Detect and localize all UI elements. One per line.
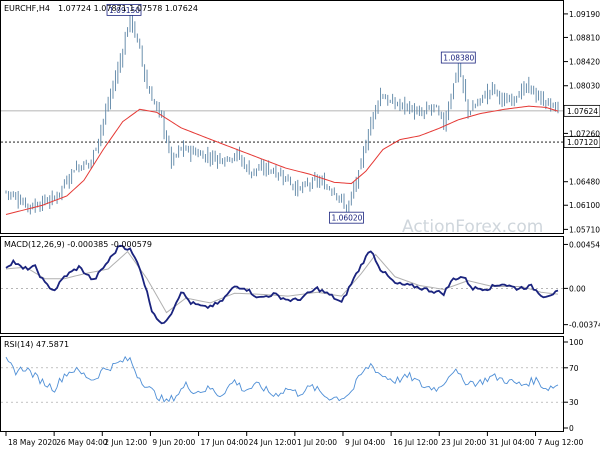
x-tick-label: 24 Jun 12:00 [249, 438, 297, 447]
x-tick-label: 16 Jul 12:00 [393, 438, 438, 447]
x-tick-label: 23 Jul 20:00 [441, 438, 486, 447]
support-price-box [563, 136, 600, 148]
rsi-label: RSI(14) 47.5871 [4, 340, 69, 349]
moving-average-line [5, 105, 559, 216]
price-annotation-box [440, 51, 476, 64]
rsi-y-tick-label: 100 [569, 338, 584, 347]
current-price-box [563, 104, 600, 117]
x-tick-label: 2 Jun 12:00 [104, 438, 147, 447]
rsi-y-tick-label: 0 [569, 424, 574, 433]
price-panel-frame [0, 0, 564, 234]
price-y-tick-label: 1.06480 [569, 178, 600, 187]
rsi-panel-frame [0, 336, 564, 432]
x-tick-label: 18 May 2020 [8, 438, 57, 447]
price-y-tick-label: 1.05710 [569, 225, 600, 234]
price-y-tick-label: 1.08810 [569, 33, 600, 42]
rsi-y-tick-label: 30 [569, 398, 579, 407]
x-tick-label: 31 Jul 04:00 [489, 438, 534, 447]
x-tick-label: 17 Jun 04:00 [201, 438, 249, 447]
ohlc-header: 1.07724 1.07871 1.07578 1.07624 [58, 4, 198, 13]
x-tick-label: 9 Jun 20:00 [152, 438, 195, 447]
price-y-tick-label: 1.08030 [569, 82, 600, 91]
price-annotation-label: 1.06020 [331, 214, 362, 223]
macd-label: MACD(12,26,9) -0.000385 -0.000579 [4, 240, 152, 249]
x-tick-label: 9 Jul 04:00 [345, 438, 385, 447]
watermark: ActionForex.com [402, 217, 543, 237]
macd-y-tick-label: 0.00 [569, 284, 586, 293]
price-annotation-box [329, 211, 364, 224]
symbol-label: EURCHF,H4 [4, 4, 50, 13]
price-annotation-label: 1.09150 [109, 6, 140, 15]
rsi-y-tick-label: 70 [569, 364, 579, 373]
x-tick-label: 26 May 04:00 [56, 438, 108, 447]
support-price-label: 1.07120 [567, 138, 598, 147]
macd-line [5, 244, 559, 325]
current-price-label: 1.07624 [567, 107, 598, 116]
x-tick-label: 7 Aug 12:00 [538, 438, 584, 447]
rsi-line [5, 355, 559, 403]
signal-line [5, 250, 559, 314]
price-y-tick-label: 1.09190 [569, 10, 600, 19]
price-y-tick-label: 1.06100 [569, 201, 600, 210]
price-y-tick-label: 1.08420 [569, 58, 600, 67]
x-tick-label: 1 Jul 20:00 [297, 438, 337, 447]
macd-y-tick-label: -0.003745 [569, 321, 600, 330]
macd-panel-frame [0, 236, 564, 334]
price-annotation-box [106, 3, 142, 16]
price-annotation-label: 1.08380 [443, 54, 474, 63]
macd-y-tick-label: 0.004541 [569, 240, 600, 249]
price-y-tick-label: 1.07260 [569, 129, 600, 138]
